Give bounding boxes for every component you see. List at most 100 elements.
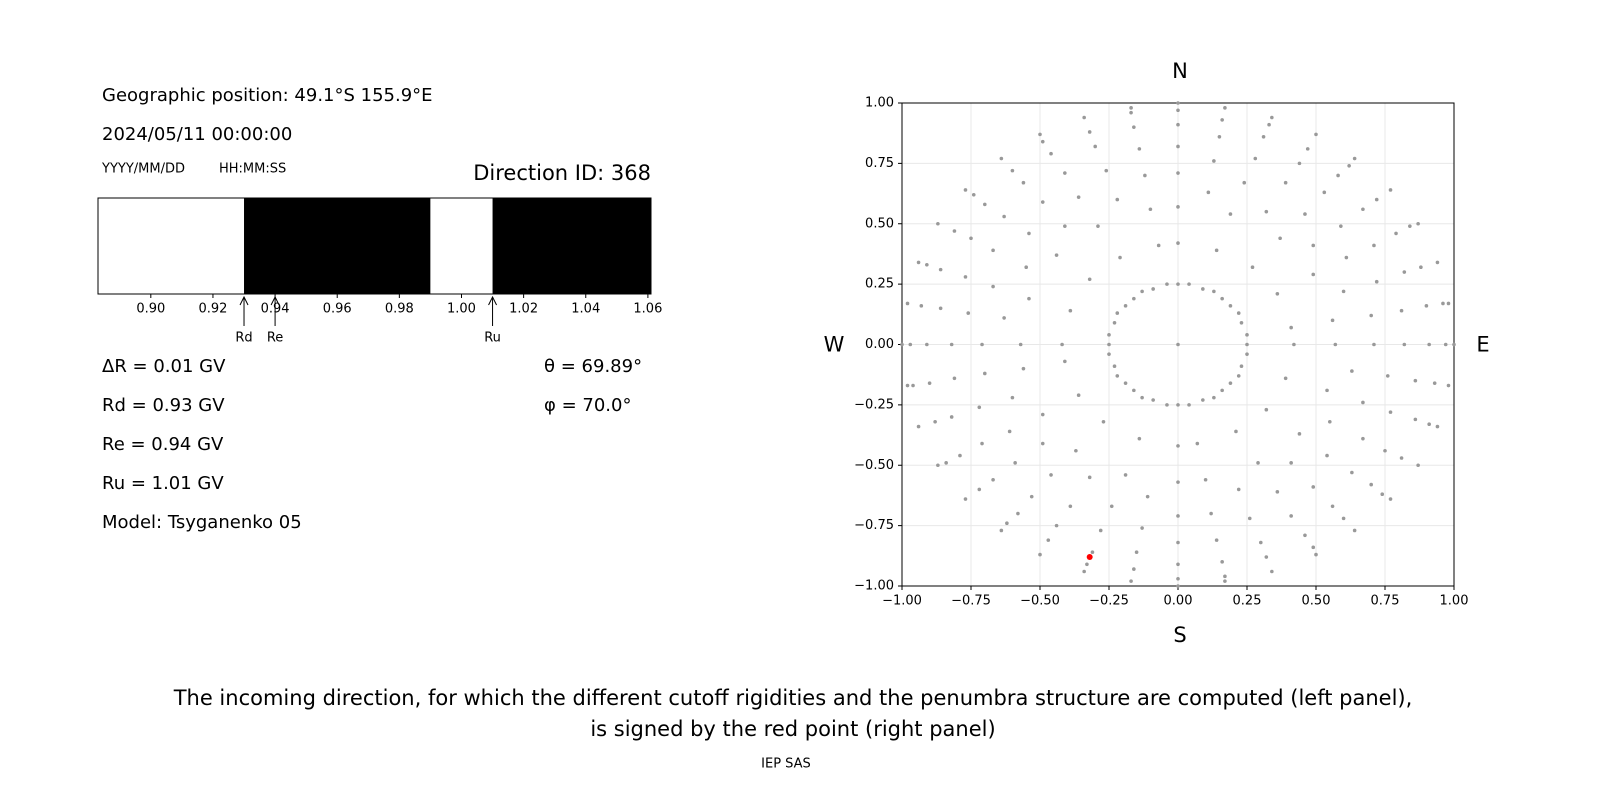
direction-point <box>927 381 932 385</box>
direction-point <box>1201 287 1205 291</box>
x-tick-label: 0.92 <box>198 302 227 317</box>
direction-point <box>1148 207 1153 212</box>
direction-point <box>1261 135 1266 139</box>
y-tick-label: 0.25 <box>865 277 894 292</box>
caption: is signed by the red point (right panel) <box>590 717 995 741</box>
direction-point <box>1176 540 1180 545</box>
x-tick-label: 0.90 <box>136 302 165 317</box>
direction-point <box>1212 289 1216 294</box>
direction-point <box>1435 424 1440 429</box>
compass-label: S <box>1173 623 1186 647</box>
direction-point <box>1394 231 1398 236</box>
direction-point <box>1112 364 1117 369</box>
selected-direction-point <box>1086 554 1093 561</box>
direction-point <box>1352 156 1357 161</box>
direction-point <box>1253 156 1258 161</box>
x-tick-label: 1.00 <box>1440 594 1469 609</box>
direction-point <box>1209 511 1213 516</box>
compass-label: E <box>1476 333 1489 357</box>
direction-point <box>1176 562 1180 567</box>
direction-point <box>1435 260 1440 265</box>
marker-arrowhead <box>270 295 280 306</box>
direction-point <box>911 383 915 388</box>
direction-point <box>1413 378 1418 383</box>
direction-point <box>916 260 921 265</box>
direction-point <box>1259 540 1263 545</box>
direction-point <box>905 301 910 306</box>
direction-point <box>1156 243 1161 248</box>
direction-point <box>1388 497 1393 501</box>
direction-point <box>980 342 984 347</box>
direction-point <box>1013 461 1017 465</box>
direction-point <box>1220 560 1224 564</box>
direction-point <box>1101 419 1106 424</box>
direction-point <box>905 383 910 388</box>
direction-point <box>1275 291 1280 296</box>
direction-point <box>1369 313 1373 318</box>
direction-point <box>1027 296 1031 301</box>
x-tick-label: 1.00 <box>447 302 476 317</box>
direction-point <box>1123 381 1128 385</box>
direction-point <box>1325 388 1329 393</box>
y-tick-label: −0.50 <box>854 458 894 473</box>
direction-point <box>1140 289 1144 294</box>
direction-point <box>1187 403 1191 407</box>
y-tick-label: −1.00 <box>854 579 894 594</box>
direction-point <box>1264 555 1269 559</box>
direction-point <box>991 477 995 482</box>
direction-point <box>1245 333 1249 337</box>
direction-point <box>1129 110 1133 115</box>
direction-point <box>1250 265 1255 270</box>
marker-arrowhead <box>488 295 498 306</box>
direction-point <box>1176 108 1180 113</box>
direction-point <box>1242 180 1247 185</box>
direction-point <box>1176 122 1180 127</box>
direction-point <box>1176 584 1180 588</box>
parameter: Re = 0.94 GV <box>102 434 224 455</box>
direction-point <box>1132 567 1136 571</box>
direction-point <box>1176 171 1180 175</box>
direction-point <box>1361 400 1365 405</box>
direction-point <box>1115 311 1120 315</box>
direction-point <box>1441 301 1445 306</box>
direction-point <box>1311 485 1316 489</box>
direction-point <box>980 441 984 446</box>
direction-point <box>1090 550 1095 554</box>
direction-point <box>1311 545 1316 550</box>
direction-point <box>1143 173 1147 178</box>
marker-label: Ru <box>484 331 501 346</box>
direction-point <box>1311 272 1316 277</box>
direction-point <box>1005 521 1009 526</box>
direction-point <box>1245 342 1249 347</box>
direction-point <box>1024 265 1028 270</box>
direction-point <box>983 202 987 207</box>
direction-point <box>1176 403 1180 407</box>
y-tick-label: 1.00 <box>865 96 894 111</box>
direction-point <box>1104 168 1109 173</box>
direction-point <box>1068 504 1073 509</box>
direction-point <box>916 424 921 429</box>
marker-label: Rd <box>235 331 252 346</box>
direction-point <box>1446 301 1451 306</box>
direction-point <box>1339 224 1343 228</box>
direction-point <box>1074 448 1078 453</box>
direction-point <box>938 267 943 272</box>
x-tick-label: −1.00 <box>882 594 922 609</box>
direction-point <box>1278 236 1282 241</box>
direction-point <box>949 415 954 419</box>
direction-point <box>1344 255 1349 260</box>
direction-point <box>1212 395 1216 400</box>
direction-point <box>1054 253 1059 257</box>
direction-point <box>1098 528 1103 533</box>
direction-point <box>1270 569 1274 574</box>
direction-point <box>1082 115 1086 120</box>
direction-point <box>1283 180 1288 185</box>
direction-point <box>1247 516 1252 521</box>
y-tick-label: −0.25 <box>854 397 894 412</box>
direction-point <box>1413 417 1418 422</box>
direction-point <box>1352 528 1357 533</box>
direction-point <box>1206 190 1211 195</box>
